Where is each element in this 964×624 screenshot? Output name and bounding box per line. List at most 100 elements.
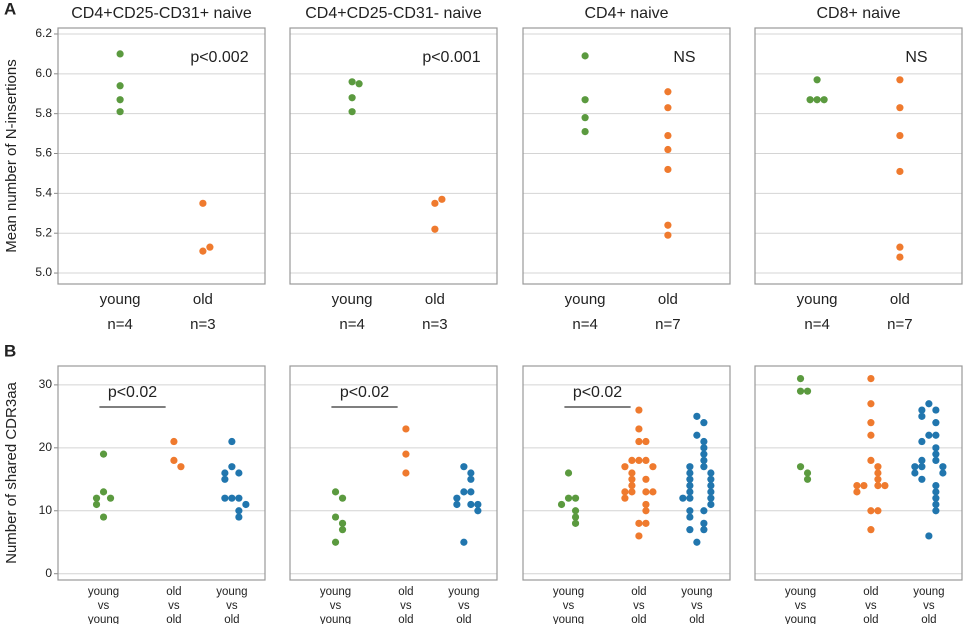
data-point bbox=[453, 494, 461, 502]
data-point bbox=[932, 431, 940, 439]
group-size: n=7 bbox=[655, 316, 680, 333]
data-point bbox=[581, 127, 589, 136]
data-point bbox=[867, 400, 875, 408]
y-tick-label: 0 bbox=[45, 566, 52, 580]
data-point bbox=[700, 519, 708, 527]
data-point bbox=[581, 114, 589, 122]
y-tick-label: 30 bbox=[39, 377, 53, 391]
data-point bbox=[707, 500, 715, 509]
data-point bbox=[642, 456, 650, 465]
data-point bbox=[331, 513, 340, 521]
data-point bbox=[700, 456, 708, 465]
data-point bbox=[874, 507, 882, 515]
x-tick-label: old bbox=[425, 291, 445, 308]
panel-frame bbox=[754, 365, 963, 581]
data-point bbox=[402, 450, 410, 458]
data-point bbox=[331, 488, 340, 496]
x-tick-label: vs bbox=[633, 600, 645, 612]
data-point bbox=[235, 469, 243, 477]
data-point bbox=[642, 507, 650, 515]
data-point bbox=[571, 507, 580, 515]
panel-title: CD4+CD25-CD31+ naive bbox=[71, 5, 252, 22]
y-tick-label: 5.0 bbox=[35, 265, 52, 279]
data-point bbox=[571, 513, 580, 521]
data-point bbox=[918, 456, 926, 465]
x-tick-label: vs bbox=[168, 600, 180, 612]
data-point bbox=[686, 488, 694, 496]
x-tick-label: old bbox=[166, 586, 181, 598]
data-point bbox=[355, 80, 363, 88]
data-point bbox=[911, 469, 919, 477]
panel-frame bbox=[57, 27, 266, 285]
data-point bbox=[221, 475, 229, 483]
data-point bbox=[621, 494, 629, 502]
panel-title: CD4+CD25-CD31- naive bbox=[305, 5, 482, 22]
x-tick-label: old bbox=[398, 614, 413, 624]
x-tick-label: young bbox=[913, 586, 944, 598]
x-tick-label: young bbox=[785, 586, 816, 598]
data-point bbox=[338, 526, 347, 534]
group-size: n=4 bbox=[572, 316, 597, 333]
data-point bbox=[177, 463, 185, 471]
data-point bbox=[881, 481, 889, 490]
y-tick-label: 6.0 bbox=[35, 66, 52, 80]
annotation: p<0.02 bbox=[108, 384, 157, 401]
data-point bbox=[664, 165, 672, 174]
y-tick-label: 10 bbox=[39, 503, 53, 517]
data-point bbox=[918, 406, 926, 414]
annotation: NS bbox=[673, 49, 695, 66]
x-tick-label: old bbox=[166, 614, 181, 624]
data-point bbox=[925, 400, 933, 408]
data-point bbox=[221, 494, 229, 502]
group-size: n=4 bbox=[804, 316, 829, 333]
x-tick-label: young bbox=[88, 614, 119, 624]
data-point bbox=[707, 488, 715, 496]
data-point bbox=[564, 494, 573, 502]
data-point bbox=[649, 488, 657, 496]
data-point bbox=[939, 463, 947, 471]
data-point bbox=[700, 507, 708, 515]
data-point bbox=[686, 469, 694, 477]
data-point bbox=[235, 494, 243, 502]
y-axis-label: Mean number of N-insertions bbox=[3, 59, 20, 252]
data-point bbox=[874, 463, 882, 471]
data-point bbox=[896, 167, 904, 176]
data-point bbox=[199, 199, 207, 207]
data-point bbox=[813, 76, 821, 84]
y-tick-label: 5.8 bbox=[35, 106, 52, 120]
data-point bbox=[918, 475, 926, 483]
data-point bbox=[918, 437, 926, 446]
data-point bbox=[221, 469, 229, 477]
group-size: n=7 bbox=[887, 316, 912, 333]
data-point bbox=[642, 519, 650, 527]
x-tick-label: young bbox=[332, 291, 373, 308]
data-point bbox=[686, 507, 694, 515]
x-tick-label: young bbox=[797, 291, 838, 308]
x-tick-label: young bbox=[681, 586, 712, 598]
panel-frame bbox=[754, 27, 963, 285]
data-point bbox=[474, 500, 482, 509]
data-point bbox=[228, 494, 236, 502]
x-tick-label: old bbox=[863, 586, 878, 598]
x-tick-label: vs bbox=[865, 600, 877, 612]
data-point bbox=[635, 437, 643, 446]
data-point bbox=[642, 500, 650, 509]
data-point bbox=[686, 463, 694, 471]
data-point bbox=[581, 52, 589, 60]
data-point bbox=[700, 419, 708, 427]
data-point bbox=[700, 526, 708, 534]
data-point bbox=[867, 526, 875, 534]
data-point bbox=[460, 488, 468, 496]
data-point bbox=[116, 50, 124, 58]
data-point bbox=[664, 221, 672, 229]
data-point bbox=[707, 475, 715, 483]
x-tick-label: young bbox=[216, 586, 247, 598]
data-point bbox=[649, 463, 657, 471]
data-point bbox=[642, 475, 650, 483]
data-point bbox=[867, 507, 875, 515]
group-size: n=4 bbox=[339, 316, 364, 333]
data-point bbox=[874, 469, 882, 477]
group-size: n=3 bbox=[190, 316, 215, 333]
x-tick-label: vs bbox=[795, 600, 807, 612]
x-tick-label: vs bbox=[923, 600, 935, 612]
